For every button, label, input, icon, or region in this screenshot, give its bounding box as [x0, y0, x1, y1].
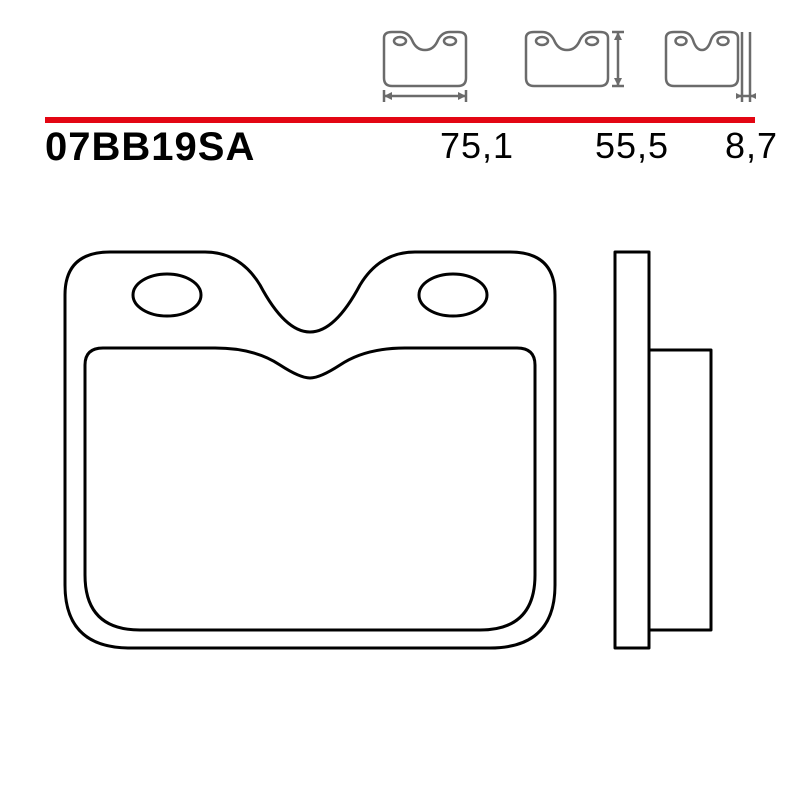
red-rule [45, 110, 755, 116]
header-row: 07BB19SA 75,1 55,5 8,7 [45, 125, 755, 170]
technical-drawing [55, 240, 745, 700]
width-icon [384, 32, 466, 102]
brake-pad-front-view [65, 252, 555, 648]
header-icons-svg [0, 20, 800, 110]
dim-width-value: 75,1 [440, 125, 514, 167]
height-icon [526, 32, 624, 86]
header-icon-row [0, 20, 800, 110]
brake-pad-side-view [615, 252, 711, 648]
dim-height-value: 55,5 [595, 125, 669, 167]
product-code: 07BB19SA [45, 125, 255, 170]
drawing-svg [55, 240, 755, 720]
dim-thickness-value: 8,7 [725, 125, 778, 167]
page-root: 07BB19SA 75,1 55,5 8,7 [0, 0, 800, 800]
thickness-icon [666, 32, 756, 102]
